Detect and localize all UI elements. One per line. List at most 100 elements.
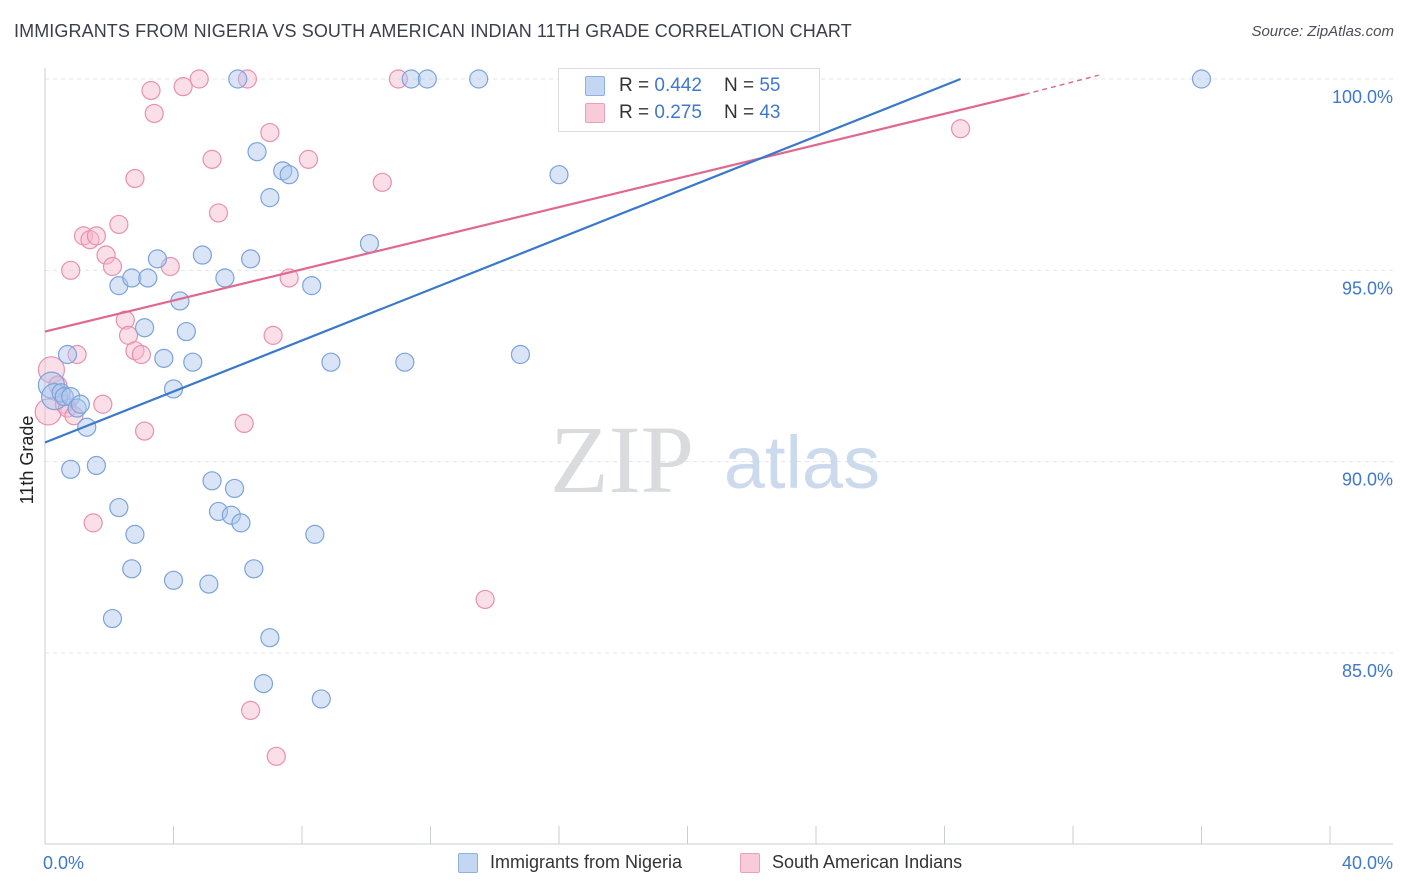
point-immigrants-from-nigeria	[202, 471, 222, 491]
point-immigrants-from-nigeria	[247, 142, 267, 162]
point-immigrants-from-nigeria	[134, 318, 155, 338]
point-immigrants-from-nigeria	[183, 352, 203, 372]
series-immigrants-from-nigeria	[37, 69, 1212, 709]
legend-n-label: N =	[723, 75, 755, 96]
point-immigrants-from-nigeria	[302, 276, 322, 296]
legend-n-value: 43	[759, 102, 781, 123]
point-south-american-indians	[266, 746, 286, 766]
point-immigrants-from-nigeria	[469, 69, 489, 89]
watermark-atlas: atlas	[724, 421, 880, 504]
point-south-american-indians	[144, 103, 164, 124]
axes	[44, 68, 1393, 845]
point-south-american-indians	[96, 245, 116, 265]
point-south-american-indians	[67, 344, 87, 365]
point-immigrants-from-nigeria	[122, 268, 142, 288]
point-south-american-indians	[125, 168, 145, 189]
point-south-american-indians	[83, 513, 103, 533]
point-south-american-indians	[202, 149, 222, 169]
point-immigrants-from-nigeria	[228, 69, 248, 89]
point-immigrants-from-nigeria	[311, 689, 331, 709]
point-immigrants-from-nigeria	[1191, 69, 1212, 89]
point-immigrants-from-nigeria	[70, 394, 90, 414]
legend-n-label: N =	[723, 102, 755, 123]
point-south-american-indians	[86, 226, 107, 246]
trend-line-immigrants-from-nigeria	[44, 77, 961, 444]
point-south-american-indians	[241, 700, 261, 721]
point-immigrants-from-nigeria	[125, 524, 145, 544]
point-south-american-indians	[109, 214, 129, 235]
point-immigrants-from-nigeria	[510, 344, 531, 365]
point-immigrants-from-nigeria	[208, 501, 229, 522]
point-immigrants-from-nigeria	[54, 387, 74, 407]
point-immigrants-from-nigeria	[401, 69, 421, 89]
legend-swatch-pink	[585, 103, 605, 123]
point-immigrants-from-nigeria	[109, 497, 129, 518]
x-tick-label: 0.0%	[43, 853, 84, 873]
y-tick-label: 85.0%	[1342, 661, 1393, 681]
point-south-american-indians	[234, 413, 254, 433]
point-south-american-indians	[173, 77, 193, 97]
point-immigrants-from-nigeria	[61, 387, 81, 407]
point-immigrants-from-nigeria	[41, 383, 69, 411]
point-immigrants-from-nigeria	[215, 268, 235, 288]
legend-r-value: 0.275	[654, 102, 702, 123]
series-south-american-indians	[34, 69, 971, 766]
point-south-american-indians	[950, 119, 971, 139]
point-south-american-indians	[34, 398, 62, 426]
legend-r-label: R =	[619, 75, 650, 96]
point-immigrants-from-nigeria	[417, 69, 437, 89]
legend-r-value: 0.442	[654, 75, 702, 96]
legend-item-nigeria: Immigrants from Nigeria	[458, 852, 682, 873]
point-immigrants-from-nigeria	[154, 348, 174, 368]
point-south-american-indians	[372, 172, 392, 192]
x-tick-label: 40.0%	[1342, 853, 1393, 873]
point-south-american-indians	[141, 80, 161, 101]
point-south-american-indians	[93, 394, 113, 414]
point-south-american-indians	[208, 203, 229, 223]
trend-line-dashed-south-american-indians	[1024, 74, 1099, 95]
point-south-american-indians	[237, 69, 257, 89]
y-tick-label: 100.0%	[1332, 87, 1393, 107]
watermark: ZIP atlas	[550, 406, 880, 513]
point-immigrants-from-nigeria	[321, 352, 341, 372]
point-immigrants-from-nigeria	[260, 628, 280, 648]
watermark-zip: ZIP	[550, 406, 694, 513]
point-south-american-indians	[260, 122, 280, 143]
tick-labels: 85.0% 90.0% 95.0% 100.0% 0.0% 40.0%	[43, 87, 1393, 873]
point-immigrants-from-nigeria	[37, 371, 66, 399]
point-immigrants-from-nigeria	[57, 344, 78, 365]
point-immigrants-from-nigeria	[241, 249, 261, 269]
point-immigrants-from-nigeria	[199, 574, 219, 594]
point-immigrants-from-nigeria	[231, 513, 251, 533]
legend-swatch-blue	[585, 76, 605, 96]
point-immigrants-from-nigeria	[147, 249, 168, 269]
correlation-legend: R = 0.442 N = 55 R = 0.275 N = 43	[558, 68, 820, 132]
point-immigrants-from-nigeria	[86, 455, 107, 476]
trend-lines	[44, 74, 1099, 444]
legend-row-south-american-indians: R = 0.275 N = 43	[585, 100, 780, 126]
point-immigrants-from-nigeria	[549, 165, 569, 185]
point-immigrants-from-nigeria	[138, 268, 158, 288]
point-immigrants-from-nigeria	[122, 559, 142, 579]
point-immigrants-from-nigeria	[102, 608, 123, 629]
point-immigrants-from-nigeria	[244, 559, 264, 579]
point-immigrants-from-nigeria	[305, 524, 325, 544]
legend-row-nigeria: R = 0.442 N = 55	[585, 73, 780, 99]
point-south-american-indians	[298, 149, 319, 169]
point-immigrants-from-nigeria	[359, 233, 380, 254]
point-south-american-indians	[475, 589, 495, 610]
grid-lines	[45, 78, 1393, 654]
point-immigrants-from-nigeria	[221, 505, 241, 525]
point-immigrants-from-nigeria	[253, 674, 274, 694]
point-immigrants-from-nigeria	[77, 417, 97, 437]
point-immigrants-from-nigeria	[61, 459, 81, 479]
legend-r-label: R =	[619, 102, 650, 123]
y-axis-label: 11th Grade	[17, 416, 37, 505]
trend-line-south-american-indians	[44, 93, 1026, 333]
legend-n-value: 55	[759, 75, 781, 96]
series-legend: Immigrants from Nigeria South American I…	[0, 852, 1406, 878]
point-south-american-indians	[102, 256, 123, 277]
point-immigrants-from-nigeria	[395, 352, 415, 372]
y-tick-label: 95.0%	[1342, 278, 1393, 298]
